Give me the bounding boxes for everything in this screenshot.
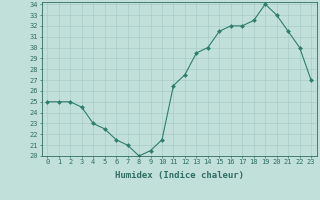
X-axis label: Humidex (Indice chaleur): Humidex (Indice chaleur) — [115, 171, 244, 180]
